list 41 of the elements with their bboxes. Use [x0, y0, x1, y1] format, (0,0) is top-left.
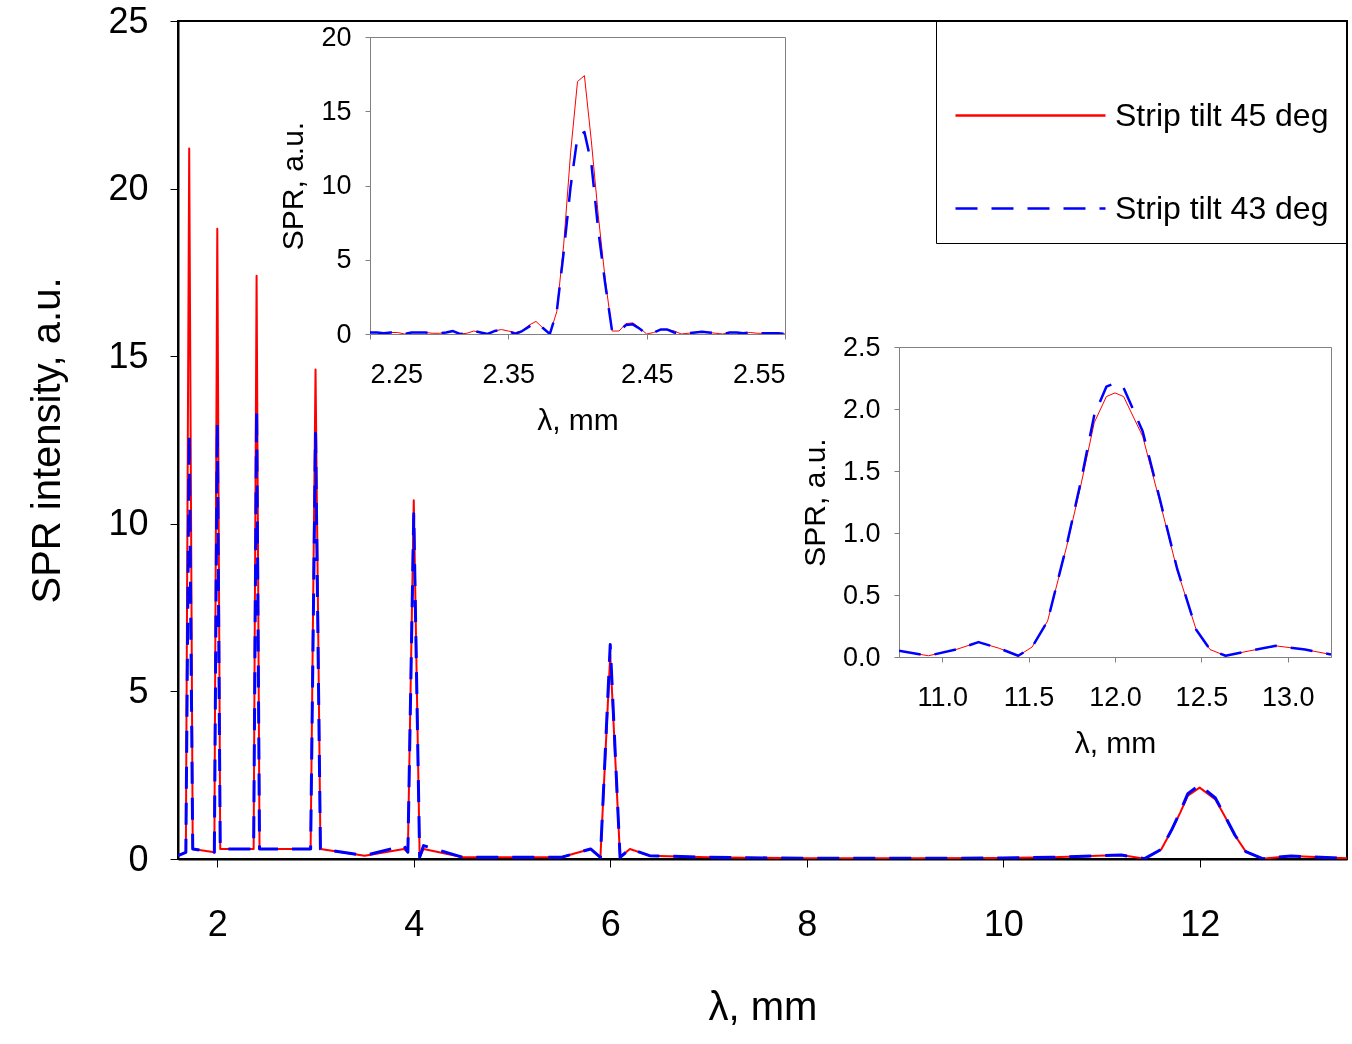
y-tick-label: 15 — [321, 95, 352, 126]
y-tick-label: 0 — [336, 318, 352, 349]
y-tick-label: 5 — [128, 669, 149, 711]
x-tick-label: 8 — [797, 902, 818, 944]
y-tick-label: 2.0 — [842, 393, 881, 424]
x-axis-title: λ, mm — [1074, 725, 1157, 759]
x-tick-label: 2.25 — [370, 358, 424, 389]
x-tick-label: 2.45 — [620, 358, 674, 389]
x-tick-label: 11.0 — [917, 681, 968, 712]
y-tick-label: 1.5 — [842, 455, 881, 486]
y-tick-label: 15 — [108, 334, 149, 376]
y-tick-label: 20 — [108, 167, 149, 209]
x-tick-label: 13.0 — [1262, 681, 1315, 712]
x-axis-title: λ, mm — [537, 402, 619, 436]
y-axis-title: SPR, a.u. — [797, 438, 831, 567]
y-tick-label: 0 — [128, 837, 149, 879]
x-tick-label: 2.35 — [482, 358, 536, 389]
y-tick-label: 10 — [108, 502, 149, 544]
y-tick-label: 25 — [108, 0, 149, 41]
y-tick-label: 5 — [336, 244, 352, 275]
x-tick-label: 12 — [1180, 902, 1221, 944]
y-tick-label: 0.5 — [842, 579, 881, 610]
line-series — [370, 130, 785, 334]
x-tick-label: 6 — [600, 902, 621, 944]
x-tick-label: 4 — [404, 902, 425, 944]
y-tick-label: 10 — [321, 170, 352, 200]
y-tick-label: 20 — [321, 21, 352, 52]
y-tick-label: 0.0 — [842, 641, 881, 672]
y-axis-title: SPR, a.u. — [276, 121, 310, 251]
x-axis-title: λ, mm — [708, 983, 818, 1028]
x-tick-label: 2.55 — [732, 358, 786, 389]
x-tick-label: 10 — [983, 902, 1024, 944]
y-axis-title: SPR intensity, a.u. — [24, 277, 69, 604]
legend-label: Strip tilt 43 deg — [1115, 189, 1329, 226]
legend-label: Strip tilt 45 deg — [1115, 96, 1329, 133]
x-tick-label: 11.5 — [1003, 681, 1055, 712]
x-tick-label: 2 — [207, 902, 228, 944]
y-tick-label: 2.5 — [842, 331, 881, 362]
x-tick-label: 12.5 — [1175, 681, 1229, 712]
x-tick-label: 12.0 — [1089, 681, 1142, 712]
y-tick-label: 1.0 — [842, 517, 881, 548]
